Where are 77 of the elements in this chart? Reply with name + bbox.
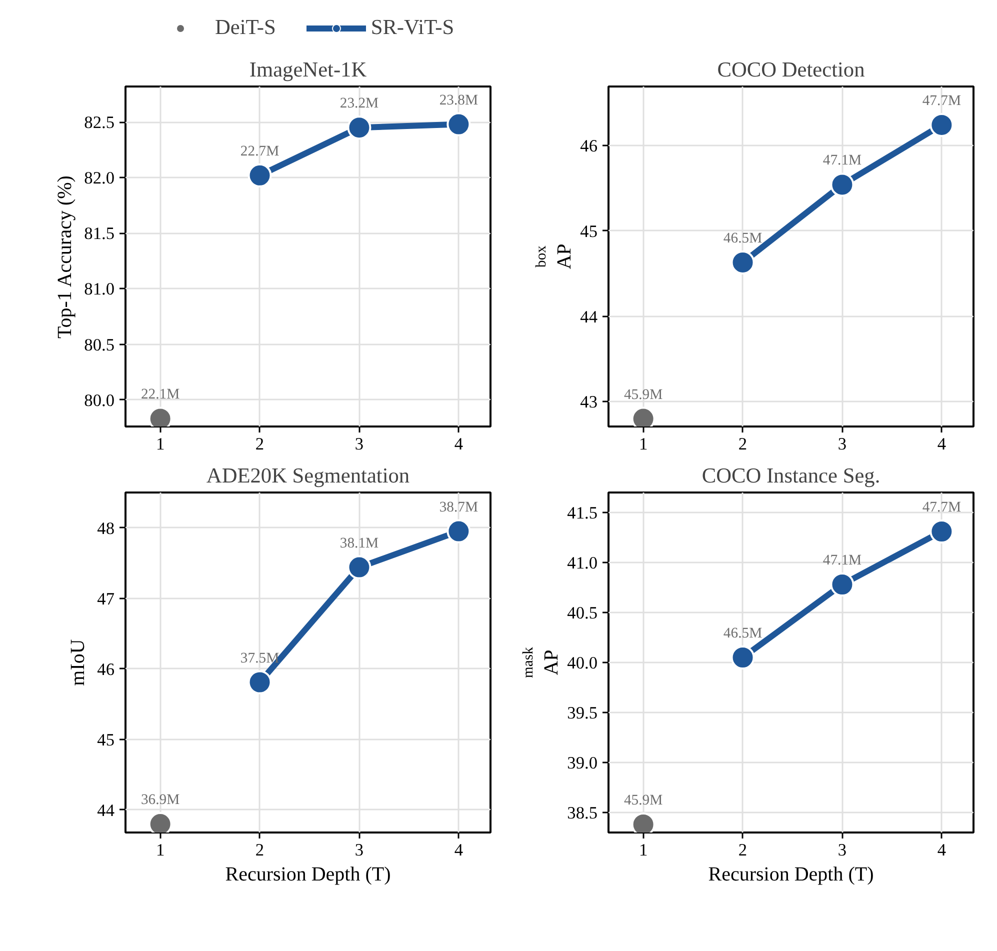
- annotation: 46.5M: [723, 230, 762, 246]
- y-tick-label: 45: [580, 222, 598, 241]
- y-tick-label: 39.0: [567, 754, 598, 772]
- annotation: 36.9M: [140, 792, 180, 808]
- y-tick-label: 43: [580, 392, 598, 412]
- x-tick-label: 3: [838, 434, 847, 454]
- y-tick-label: 45: [97, 730, 114, 750]
- chart-title: ADE20K Segmentation: [206, 464, 410, 488]
- point: [347, 555, 372, 580]
- y-tick-label: 46: [580, 136, 598, 156]
- y-tick-label: 40.0: [567, 654, 598, 672]
- annotation: 38.1M: [340, 535, 379, 552]
- x-tick-label: 3: [354, 840, 364, 860]
- legend-label: SR-ViT-S: [370, 15, 454, 40]
- annotation: 46.5M: [723, 626, 762, 642]
- y-tick-label: 46: [97, 660, 115, 679]
- y-axis-title: mIoU: [67, 638, 90, 686]
- x-tick-label: 2: [738, 840, 748, 860]
- y-tick-label: 81.0: [84, 280, 115, 299]
- annotation: 47.7M: [922, 92, 962, 109]
- y-tick-label: 82.0: [84, 168, 115, 188]
- x-tick-label: 2: [738, 434, 748, 454]
- y-tick-label: 82.5: [84, 113, 115, 132]
- y-tick-label: 41.5: [567, 504, 598, 522]
- x-tick-label: 3: [838, 840, 847, 860]
- y-tick-label: 80.5: [84, 335, 115, 354]
- point: [730, 646, 755, 670]
- x-tick-label: 2: [255, 840, 264, 860]
- annotation: 38.7M: [439, 499, 478, 516]
- y-tick-label: 48: [97, 518, 114, 538]
- annotation: 45.9M: [624, 792, 663, 808]
- y-tick-label: 40.5: [567, 604, 598, 622]
- annotation: 47.1M: [822, 152, 862, 169]
- point: [830, 172, 854, 197]
- x-tick-label: 4: [454, 434, 464, 454]
- x-tick-label: 1: [638, 840, 648, 860]
- y-axis-title: APmask: [520, 646, 562, 678]
- chart-title: COCO Detection: [717, 58, 866, 82]
- x-tick-label: 4: [454, 840, 464, 860]
- point: [930, 520, 954, 544]
- annotation: 47.1M: [822, 552, 862, 568]
- point: [730, 250, 755, 274]
- y-axis-title: Top-1 Accuracy (%): [54, 176, 76, 339]
- y-tick-label: 44: [97, 800, 115, 820]
- annotation: 23.2M: [340, 96, 379, 112]
- y-axis-title: APbox: [534, 244, 576, 270]
- annotation: 45.9M: [624, 386, 663, 403]
- y-tick-label: 81.5: [84, 224, 115, 244]
- x-tick-label: 1: [156, 840, 165, 860]
- x-tick-label: 4: [937, 840, 946, 860]
- x-tick-label: 1: [638, 434, 648, 454]
- y-tick-label: 44: [580, 307, 598, 326]
- x-tick-label: 1: [156, 434, 165, 454]
- y-tick-label: 41.0: [567, 554, 598, 572]
- y-tick-label: 38.5: [567, 804, 598, 822]
- y-tick-label: 39.5: [567, 704, 598, 722]
- point: [830, 572, 854, 596]
- chart-title: ImageNet-1K: [249, 58, 368, 82]
- point: [446, 112, 471, 136]
- annotation: 22.1M: [140, 386, 180, 403]
- y-tick-label: 80.0: [84, 390, 115, 410]
- x-tick-label: 2: [255, 434, 264, 454]
- x-tick-label: 4: [937, 434, 946, 454]
- annotation: 22.7M: [240, 143, 280, 160]
- x-tick-label: 3: [354, 434, 364, 454]
- x-axis-title: Recursion Depth (T): [708, 864, 874, 886]
- point: [347, 116, 372, 140]
- point: [248, 163, 272, 188]
- point: [930, 112, 954, 137]
- x-axis-title: Recursion Depth (T): [225, 864, 391, 886]
- annotation: 23.8M: [439, 92, 478, 108]
- legend-label: DeiT-S: [215, 15, 276, 40]
- point: [248, 670, 272, 694]
- y-tick-label: 47: [97, 589, 115, 608]
- chart-title: COCO Instance Seg.: [702, 464, 880, 488]
- annotation: 47.7M: [922, 500, 962, 516]
- point: [446, 519, 471, 544]
